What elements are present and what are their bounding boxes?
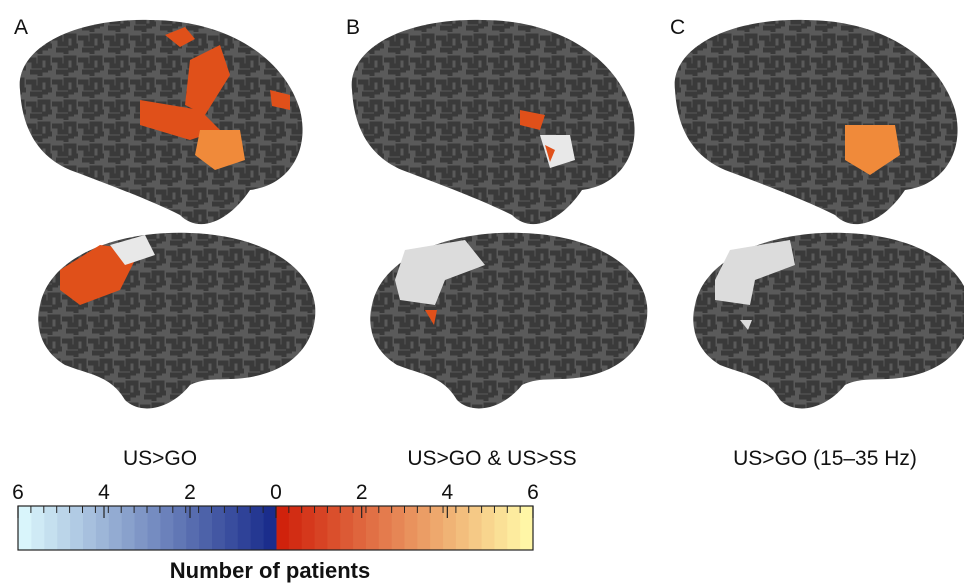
color-step — [237, 506, 251, 550]
color-step — [430, 506, 444, 550]
color-step — [250, 506, 264, 550]
tick-label: 2 — [356, 481, 368, 504]
color-step — [520, 506, 534, 550]
activation — [110, 235, 155, 265]
color-step — [288, 506, 303, 550]
panel-b: B US>GO & US>SS — [346, 16, 648, 470]
brain-lateral — [674, 19, 958, 225]
tick-label: 0 — [270, 481, 282, 504]
caption: US>GO (15–35 Hz) — [733, 447, 917, 470]
tick-label: 2 — [184, 481, 196, 504]
tick-label: 6 — [527, 481, 539, 504]
color-step — [159, 506, 174, 550]
color-step — [263, 506, 277, 550]
panel-a: A US>GO — [14, 16, 316, 470]
panel-label: B — [346, 16, 360, 39]
color-step — [69, 506, 83, 550]
activation — [60, 27, 290, 305]
colorbar: 0 2 4 6 6 4 2 — [12, 481, 539, 551]
color-step — [121, 506, 135, 550]
panel-label: A — [14, 16, 28, 39]
colorbar-title: Number of patients — [170, 558, 370, 583]
color-step — [378, 506, 393, 550]
color-step — [276, 506, 290, 550]
color-step — [134, 506, 148, 550]
color-step — [108, 506, 122, 550]
activation — [540, 135, 575, 168]
caption: US>GO — [123, 447, 197, 470]
tick-label: 4 — [98, 481, 110, 504]
color-step — [417, 506, 431, 550]
tick-label: 4 — [441, 481, 453, 504]
color-step — [365, 506, 380, 550]
activation — [395, 240, 485, 305]
color-step — [455, 506, 470, 550]
color-step — [95, 506, 109, 550]
tick-label: 6 — [12, 481, 24, 504]
color-step — [353, 506, 367, 550]
color-step — [43, 506, 58, 550]
color-step — [82, 506, 96, 550]
color-step — [494, 506, 508, 550]
activation — [715, 240, 795, 330]
color-step — [185, 506, 200, 550]
color-step — [314, 506, 328, 550]
color-step — [404, 506, 418, 550]
color-step — [443, 506, 457, 550]
color-step — [18, 506, 32, 550]
color-step — [468, 506, 483, 550]
color-step — [30, 506, 45, 550]
color-step — [224, 506, 238, 550]
color-step — [481, 506, 495, 550]
color-step — [391, 506, 405, 550]
color-step — [198, 506, 212, 550]
color-step — [147, 506, 161, 550]
panel-c: C US>GO (15–35 Hz) — [670, 16, 964, 470]
color-step — [327, 506, 341, 550]
activation — [845, 125, 900, 175]
color-step — [172, 506, 187, 550]
color-step — [56, 506, 71, 550]
caption: US>GO & US>SS — [407, 447, 576, 470]
color-step — [507, 506, 521, 550]
color-step — [340, 506, 354, 550]
panel-label: C — [670, 16, 685, 39]
color-step — [301, 506, 316, 550]
brain-lateral — [351, 19, 635, 225]
color-step — [211, 506, 225, 550]
